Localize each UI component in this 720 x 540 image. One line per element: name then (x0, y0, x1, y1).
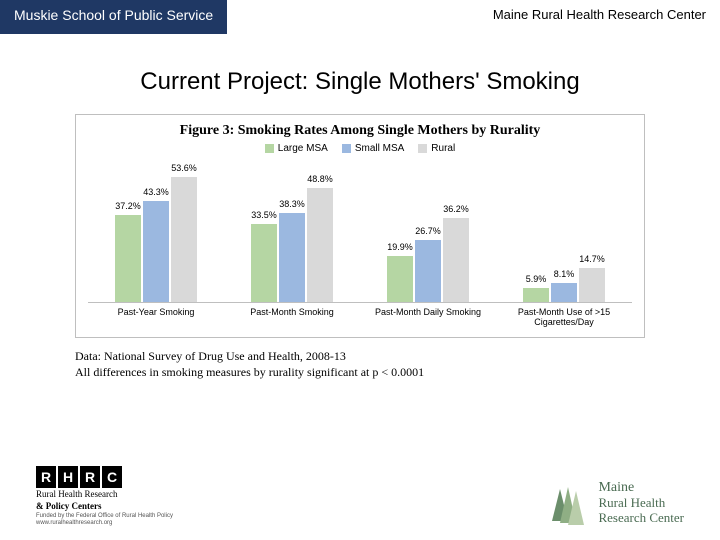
x-axis-label: Past-Month Daily Smoking (368, 307, 488, 327)
legend-item: Large MSA (265, 143, 328, 154)
bar: 48.8% (307, 188, 333, 302)
rhrc-letter-box: R (36, 466, 56, 488)
rhrc-letter-box: H (58, 466, 78, 488)
maine-logo: Maine Rural Health Research Center (544, 480, 684, 526)
bar: 33.5% (251, 224, 277, 302)
page-title: Current Project: Single Mothers' Smoking (0, 68, 720, 96)
bar: 53.6% (171, 177, 197, 302)
bar-value-label: 36.2% (443, 204, 469, 214)
bar-value-label: 43.3% (143, 187, 169, 197)
bar: 14.7% (579, 268, 605, 302)
chart-plot: 37.2%43.3%53.6%33.5%38.3%48.8%19.9%26.7%… (88, 162, 632, 302)
maine-line-3: Research Center (598, 511, 684, 526)
rhrc-line-1: Rural Health Research (36, 490, 173, 500)
x-axis-label: Past-Month Use of >15 Cigarettes/Day (504, 307, 624, 327)
bar-value-label: 26.7% (415, 226, 441, 236)
rhrc-line-2: & Policy Centers (36, 502, 173, 512)
rhrc-boxes: RHRC (36, 466, 173, 488)
header-left-label: Muskie School of Public Service (0, 0, 227, 34)
bar-group: 33.5%38.3%48.8% (251, 162, 333, 302)
bar: 37.2% (115, 215, 141, 302)
rhrc-sub-1: Funded by the Federal Office of Rural He… (36, 513, 173, 519)
bar: 26.7% (415, 240, 441, 302)
bar-value-label: 8.1% (554, 269, 575, 279)
bar-value-label: 48.8% (307, 174, 333, 184)
chart-title: Figure 3: Smoking Rates Among Single Mot… (88, 123, 632, 139)
source-line-1: Data: National Survey of Drug Use and He… (75, 348, 645, 364)
chart-groups: 37.2%43.3%53.6%33.5%38.3%48.8%19.9%26.7%… (88, 162, 632, 302)
maine-line-2: Rural Health (598, 496, 684, 511)
footer-logos: RHRC Rural Health Research & Policy Cent… (0, 466, 720, 526)
bar: 36.2% (443, 218, 469, 302)
legend-swatch (418, 144, 427, 153)
bar-value-label: 38.3% (279, 199, 305, 209)
rhrc-logo: RHRC Rural Health Research & Policy Cent… (36, 466, 173, 526)
source-note: Data: National Survey of Drug Use and He… (75, 348, 645, 380)
bar: 43.3% (143, 201, 169, 302)
chart-xaxis: Past-Year Smoking Past-Month Smoking Past-… (88, 302, 632, 327)
bar: 8.1% (551, 283, 577, 302)
bar: 19.9% (387, 256, 413, 302)
bar-value-label: 37.2% (115, 201, 141, 211)
legend-label: Rural (431, 143, 455, 154)
rhrc-sub-2: www.ruralhealthresearch.org (36, 520, 173, 526)
bar: 38.3% (279, 213, 305, 302)
legend-item: Rural (418, 143, 455, 154)
x-axis-label: Past-Year Smoking (96, 307, 216, 327)
rhrc-letter-box: C (102, 466, 122, 488)
legend-label: Large MSA (278, 143, 328, 154)
source-line-2: All differences in smoking measures by r… (75, 364, 645, 380)
legend-swatch (265, 144, 274, 153)
x-axis-label: Past-Month Smoking (232, 307, 352, 327)
bar-group: 37.2%43.3%53.6% (115, 162, 197, 302)
bar-group: 5.9%8.1%14.7% (523, 162, 605, 302)
bar-value-label: 53.6% (171, 163, 197, 173)
bar: 5.9% (523, 288, 549, 302)
bar-value-label: 19.9% (387, 242, 413, 252)
bar-value-label: 33.5% (251, 210, 277, 220)
maine-line-1: Maine (598, 480, 684, 496)
legend-item: Small MSA (342, 143, 404, 154)
bar-group: 19.9%26.7%36.2% (387, 162, 469, 302)
bar-value-label: 14.7% (579, 254, 605, 264)
header-right-label: Maine Rural Health Research Center (227, 0, 720, 34)
rhrc-letter-box: R (80, 466, 100, 488)
chart-legend: Large MSA Small MSA Rural (88, 143, 632, 154)
bar-value-label: 5.9% (526, 274, 547, 284)
tree-icon (544, 481, 588, 525)
header-bar: Muskie School of Public Service Maine Ru… (0, 0, 720, 34)
legend-swatch (342, 144, 351, 153)
legend-label: Small MSA (355, 143, 404, 154)
chart-container: Figure 3: Smoking Rates Among Single Mot… (75, 114, 645, 338)
maine-text: Maine Rural Health Research Center (598, 480, 684, 526)
